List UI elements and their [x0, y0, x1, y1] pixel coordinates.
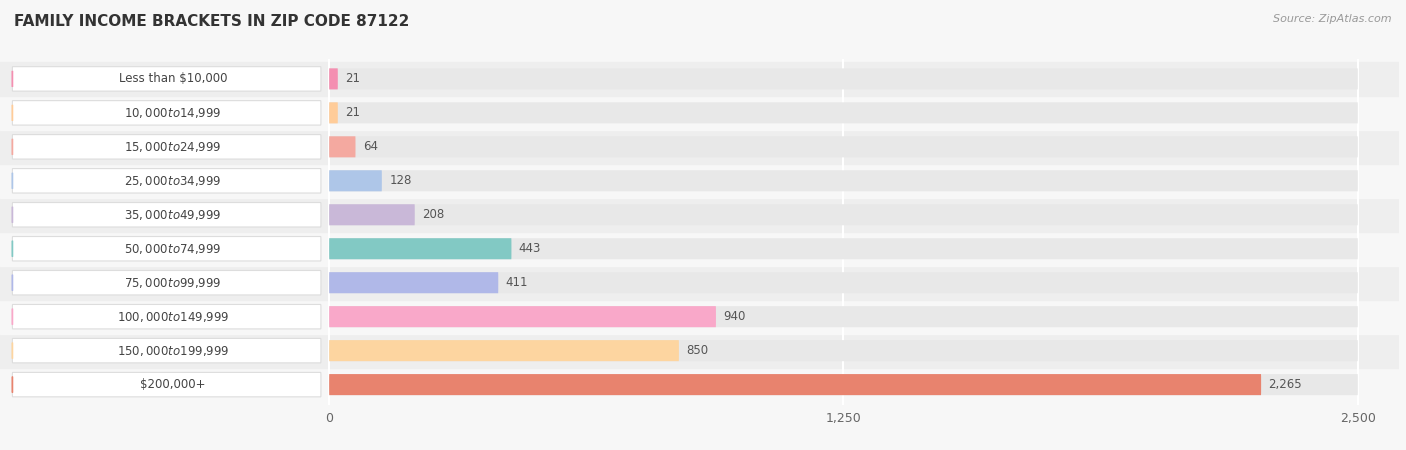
Text: Source: ZipAtlas.com: Source: ZipAtlas.com [1274, 14, 1392, 23]
FancyBboxPatch shape [329, 136, 356, 158]
FancyBboxPatch shape [13, 338, 321, 363]
FancyBboxPatch shape [329, 306, 716, 327]
FancyBboxPatch shape [329, 204, 415, 225]
FancyBboxPatch shape [13, 373, 321, 397]
FancyBboxPatch shape [329, 204, 1358, 225]
Text: $10,000 to $14,999: $10,000 to $14,999 [124, 106, 222, 120]
FancyBboxPatch shape [329, 272, 498, 293]
Text: 21: 21 [346, 106, 360, 119]
FancyBboxPatch shape [329, 272, 1358, 293]
FancyBboxPatch shape [329, 170, 1358, 191]
Bar [0, 62, 1399, 96]
FancyBboxPatch shape [329, 238, 512, 259]
FancyBboxPatch shape [13, 67, 321, 91]
Text: FAMILY INCOME BRACKETS IN ZIP CODE 87122: FAMILY INCOME BRACKETS IN ZIP CODE 87122 [14, 14, 409, 28]
FancyBboxPatch shape [329, 68, 1358, 90]
FancyBboxPatch shape [329, 374, 1358, 395]
Bar [0, 130, 1399, 164]
Bar [0, 333, 1399, 368]
Text: $50,000 to $74,999: $50,000 to $74,999 [124, 242, 222, 256]
Text: 2,265: 2,265 [1268, 378, 1302, 391]
Bar [0, 96, 1399, 130]
FancyBboxPatch shape [13, 169, 321, 193]
Bar [0, 266, 1399, 300]
Text: 21: 21 [346, 72, 360, 86]
Text: 443: 443 [519, 242, 541, 255]
FancyBboxPatch shape [329, 102, 1358, 123]
FancyBboxPatch shape [329, 102, 337, 123]
FancyBboxPatch shape [13, 101, 321, 125]
Text: 64: 64 [363, 140, 378, 153]
Text: $35,000 to $49,999: $35,000 to $49,999 [124, 208, 222, 222]
FancyBboxPatch shape [13, 237, 321, 261]
FancyBboxPatch shape [329, 340, 1358, 361]
Bar [0, 164, 1399, 198]
Text: $100,000 to $149,999: $100,000 to $149,999 [117, 310, 229, 324]
Text: $200,000+: $200,000+ [141, 378, 205, 391]
Text: $25,000 to $34,999: $25,000 to $34,999 [124, 174, 222, 188]
FancyBboxPatch shape [329, 136, 1358, 158]
Text: 208: 208 [422, 208, 444, 221]
FancyBboxPatch shape [329, 306, 1358, 327]
Text: $15,000 to $24,999: $15,000 to $24,999 [124, 140, 222, 154]
FancyBboxPatch shape [13, 305, 321, 329]
FancyBboxPatch shape [13, 202, 321, 227]
FancyBboxPatch shape [329, 68, 337, 90]
FancyBboxPatch shape [329, 374, 1261, 395]
FancyBboxPatch shape [329, 238, 1358, 259]
Text: $75,000 to $99,999: $75,000 to $99,999 [124, 276, 222, 290]
FancyBboxPatch shape [329, 340, 679, 361]
FancyBboxPatch shape [13, 270, 321, 295]
Bar [0, 300, 1399, 333]
Bar [0, 368, 1399, 401]
Bar [0, 232, 1399, 266]
Text: 128: 128 [389, 174, 412, 187]
Bar [0, 198, 1399, 232]
FancyBboxPatch shape [13, 135, 321, 159]
Text: 940: 940 [723, 310, 745, 323]
Text: 411: 411 [506, 276, 529, 289]
Text: 850: 850 [686, 344, 709, 357]
FancyBboxPatch shape [329, 170, 382, 191]
Text: $150,000 to $199,999: $150,000 to $199,999 [117, 344, 229, 358]
Text: Less than $10,000: Less than $10,000 [118, 72, 226, 86]
